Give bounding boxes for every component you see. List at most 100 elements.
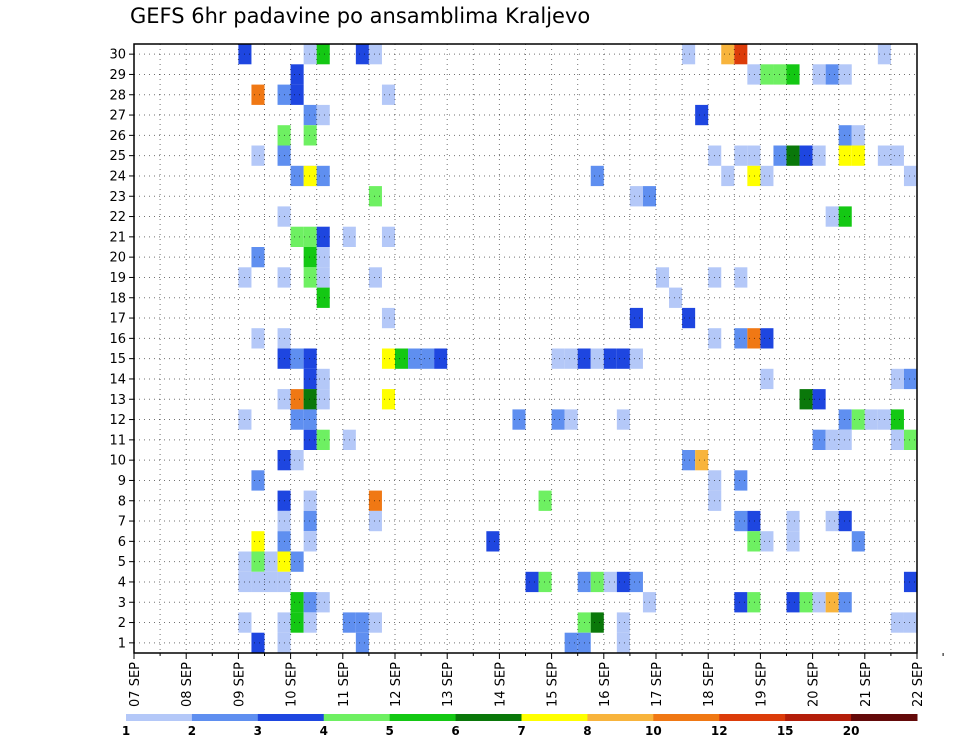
precip-cell bbox=[381, 389, 395, 410]
precip-cell bbox=[786, 64, 800, 85]
precip-cell bbox=[825, 592, 839, 613]
precip-cell bbox=[656, 267, 670, 288]
precip-cell bbox=[747, 145, 761, 166]
y-tick-label: 8 bbox=[118, 494, 126, 509]
precip-cell bbox=[486, 531, 500, 552]
precip-cell bbox=[251, 145, 265, 166]
precip-cell bbox=[890, 145, 904, 166]
precip-cell bbox=[303, 104, 317, 126]
legend-label: 1 bbox=[122, 724, 130, 738]
precip-cell bbox=[734, 267, 748, 288]
legend-swatch bbox=[851, 714, 918, 721]
precip-cell bbox=[512, 409, 526, 430]
precip-cell bbox=[616, 612, 630, 633]
precip-cell bbox=[303, 267, 317, 288]
precip-cell bbox=[564, 348, 578, 369]
precip-cell bbox=[890, 409, 904, 430]
precip-cell bbox=[786, 531, 800, 552]
x-tick-label: 08 SEP bbox=[180, 662, 195, 707]
precip-cell bbox=[734, 145, 748, 166]
precip-cell bbox=[303, 247, 317, 268]
y-tick-label: 13 bbox=[109, 393, 126, 408]
precip-cell bbox=[290, 409, 304, 430]
x-tick-label: 16 SEP bbox=[598, 662, 613, 707]
precip-cell bbox=[303, 510, 317, 532]
legend-swatch bbox=[323, 714, 391, 721]
precip-cell bbox=[290, 389, 304, 410]
y-tick-label: 14 bbox=[109, 372, 126, 387]
legend-label: 6 bbox=[451, 724, 459, 738]
precip-cell bbox=[747, 531, 761, 552]
precip-cell bbox=[303, 490, 317, 511]
precip-cell bbox=[786, 510, 800, 532]
precip-cell bbox=[760, 328, 774, 349]
precip-cell bbox=[290, 551, 304, 572]
precip-cell bbox=[251, 551, 265, 572]
y-tick-label: 1 bbox=[118, 636, 126, 651]
y-tick-label: 11 bbox=[109, 433, 126, 448]
precip-cell bbox=[851, 531, 865, 552]
precip-cell bbox=[368, 612, 382, 633]
precip-cell bbox=[721, 44, 735, 65]
precip-cell bbox=[290, 226, 304, 247]
precip-cell bbox=[682, 450, 696, 471]
precip-cell bbox=[381, 226, 395, 247]
precip-cell bbox=[747, 165, 761, 187]
legend-label: 3 bbox=[254, 724, 262, 738]
precip-cell bbox=[564, 409, 578, 430]
precip-cell bbox=[903, 368, 917, 390]
legend-swatch bbox=[455, 714, 522, 721]
y-tick-label: 3 bbox=[118, 596, 126, 611]
x-tick-label: 18 SEP bbox=[702, 662, 717, 707]
precip-cell bbox=[903, 165, 917, 187]
precip-cell bbox=[290, 64, 304, 85]
precip-cell bbox=[747, 64, 761, 85]
precip-cell bbox=[251, 328, 265, 349]
y-tick-label: 23 bbox=[109, 190, 126, 205]
precip-cell bbox=[316, 592, 330, 613]
legend-label: 20 bbox=[843, 724, 860, 738]
precip-cell bbox=[303, 125, 317, 146]
precip-cell bbox=[551, 348, 565, 369]
precip-cell bbox=[564, 632, 578, 653]
legend-label: 7 bbox=[517, 724, 525, 738]
precip-cell bbox=[825, 206, 839, 227]
precip-cell bbox=[629, 571, 643, 593]
precip-cell bbox=[251, 470, 265, 491]
precip-cell bbox=[355, 612, 369, 633]
legend-label: 2 bbox=[188, 724, 196, 738]
precip-cell bbox=[590, 612, 604, 633]
legend-swatch bbox=[785, 714, 852, 721]
precip-cell bbox=[838, 429, 852, 450]
precip-cell bbox=[590, 165, 604, 187]
y-tick-label: 27 bbox=[109, 109, 126, 124]
chart-title: GEFS 6hr padavine po ansamblima Kraljevo bbox=[130, 4, 591, 28]
y-tick-label: 9 bbox=[118, 474, 126, 489]
precip-cell bbox=[316, 368, 330, 390]
precip-cell bbox=[316, 429, 330, 450]
precip-cell bbox=[760, 368, 774, 390]
precip-cell bbox=[264, 551, 278, 572]
precip-cell bbox=[316, 165, 330, 187]
precip-cell bbox=[734, 44, 748, 65]
y-tick-label: 2 bbox=[118, 616, 126, 631]
y-tick-label: 29 bbox=[109, 68, 126, 83]
precip-cell bbox=[355, 44, 369, 65]
precip-cell bbox=[303, 531, 317, 552]
precip-cell bbox=[747, 592, 761, 613]
legend-label: 5 bbox=[385, 724, 393, 738]
legend-swatch bbox=[389, 714, 457, 721]
legend-swatch bbox=[587, 714, 654, 721]
precip-cell bbox=[538, 490, 552, 511]
precip-cell bbox=[355, 632, 369, 653]
precip-cell bbox=[316, 267, 330, 288]
precip-cell bbox=[799, 389, 813, 410]
precip-cell bbox=[890, 368, 904, 390]
y-tick-label: 20 bbox=[109, 251, 126, 266]
legend-label: 15 bbox=[777, 724, 794, 738]
precip-cell bbox=[747, 328, 761, 349]
precip-cell bbox=[316, 389, 330, 410]
precip-cell bbox=[864, 409, 878, 430]
precip-cell bbox=[734, 328, 748, 349]
precip-cell bbox=[303, 44, 317, 65]
